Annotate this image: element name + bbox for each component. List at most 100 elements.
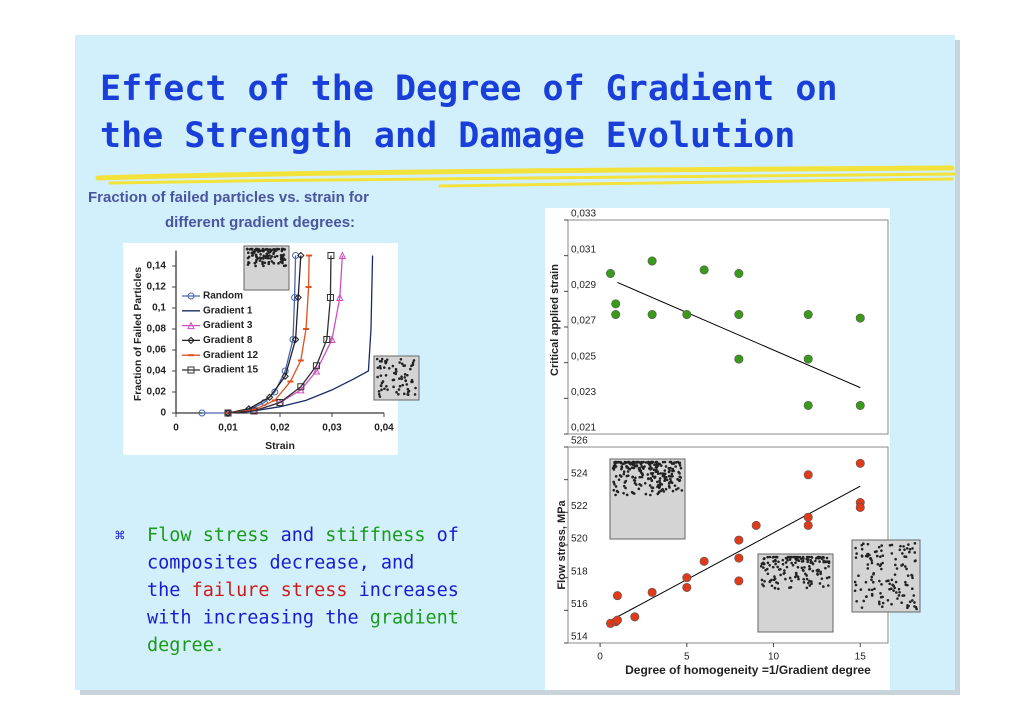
inset-dot [903,548,906,551]
inset-dot [811,569,815,573]
inset-dot [384,373,388,377]
inset-dot [639,461,643,464]
inset-dot [380,388,383,392]
inset-dot [397,393,400,396]
title: Effect of the Degree of Gradient on the … [100,69,838,156]
inset-dot [827,560,831,563]
inset-dot [890,602,893,606]
point [803,520,813,530]
inset-dot [860,543,864,547]
inset-dot [788,576,792,580]
inset-dot [880,605,884,609]
point [734,576,744,586]
legend-label: Gradient 1 [203,305,253,316]
inset-dot [797,559,801,563]
point [611,310,621,320]
inset-dot [630,466,634,469]
legend-marker [187,321,195,330]
point [803,470,813,480]
inset-dot [875,554,879,558]
inset-dot [818,582,822,585]
inset-dot [671,474,674,478]
inset-dot [649,493,652,497]
inset-dot [279,260,282,264]
inset-dot [768,580,772,584]
series-line [227,255,374,414]
inset-dot [887,579,890,582]
inset-dot [677,470,680,474]
legend-marker [187,366,195,374]
inset-dot [660,483,664,486]
inset-dot [398,377,401,380]
inset-dot [785,565,789,569]
inset-dot [880,544,883,547]
inset-image [757,553,834,633]
inset-dot [777,560,780,564]
inset-dot [385,384,388,388]
inset-dot [881,595,884,599]
inset-dot [763,579,766,583]
y-tick-label: 516 [571,599,588,610]
inset-dot [400,375,403,378]
bullet-segment: and [270,525,326,546]
inset-dot [257,248,261,251]
inset-dot [890,578,894,582]
point [734,310,744,320]
inset-dot [394,367,398,371]
inset-dot [827,575,831,579]
inset-dot [796,565,800,569]
inset-dot [632,460,636,464]
inset-dot [824,566,827,570]
inset-dot [762,562,766,566]
inset-dot [912,594,916,597]
inset-dot [762,566,765,569]
inset-dot [674,488,678,491]
inset-dot [662,490,666,493]
inset-dot [824,560,828,563]
inset-dot [262,264,265,268]
inset-frame [609,458,686,540]
inset-dot [258,259,262,262]
bullet-line: with increasing the gradient [147,608,459,629]
trendline [617,281,861,389]
inset-dot [869,557,872,560]
inset-dot [857,574,860,578]
inset-dot [892,589,895,592]
title-line: the Strength and Damage Evolution [100,116,795,156]
chart: 0,021 0,023 0,025 0,027 0,029 0,031 0,033 Criti… [549,209,889,435]
point [326,294,334,301]
inset-dot [678,461,682,465]
inset-dot [820,557,824,560]
point [611,299,621,309]
inset-dot [650,486,653,489]
inset-dot [897,587,901,591]
inset-dot [781,558,785,562]
inset-dot [888,543,892,547]
x-tick-label: 0,03 [322,423,342,434]
inset-dot [266,256,270,260]
legend-marker [187,292,195,300]
point [292,252,300,259]
x-axis-label: Strain [265,440,295,452]
inset-dot [807,564,811,568]
y-tick-label: 522 [571,501,588,512]
inset-dot [615,489,619,493]
inset-dot [632,478,636,482]
inset-dot [632,492,636,495]
inset-dot [827,565,830,568]
inset-dot [854,583,858,587]
series-line [227,255,302,414]
x-axis-label: Degree of homogeneity =1/Gradient degree [625,663,871,677]
inset-dot [640,465,644,468]
point [605,268,615,278]
inset-dot [652,468,656,472]
inset-dot [270,260,274,263]
inset-dot [261,260,264,264]
point [855,502,865,512]
inset-dot [762,557,766,561]
inset-dot [264,256,268,260]
point [612,591,622,601]
inset-dot [913,542,917,545]
inset-dot [825,576,829,580]
inset-dot [392,385,395,389]
